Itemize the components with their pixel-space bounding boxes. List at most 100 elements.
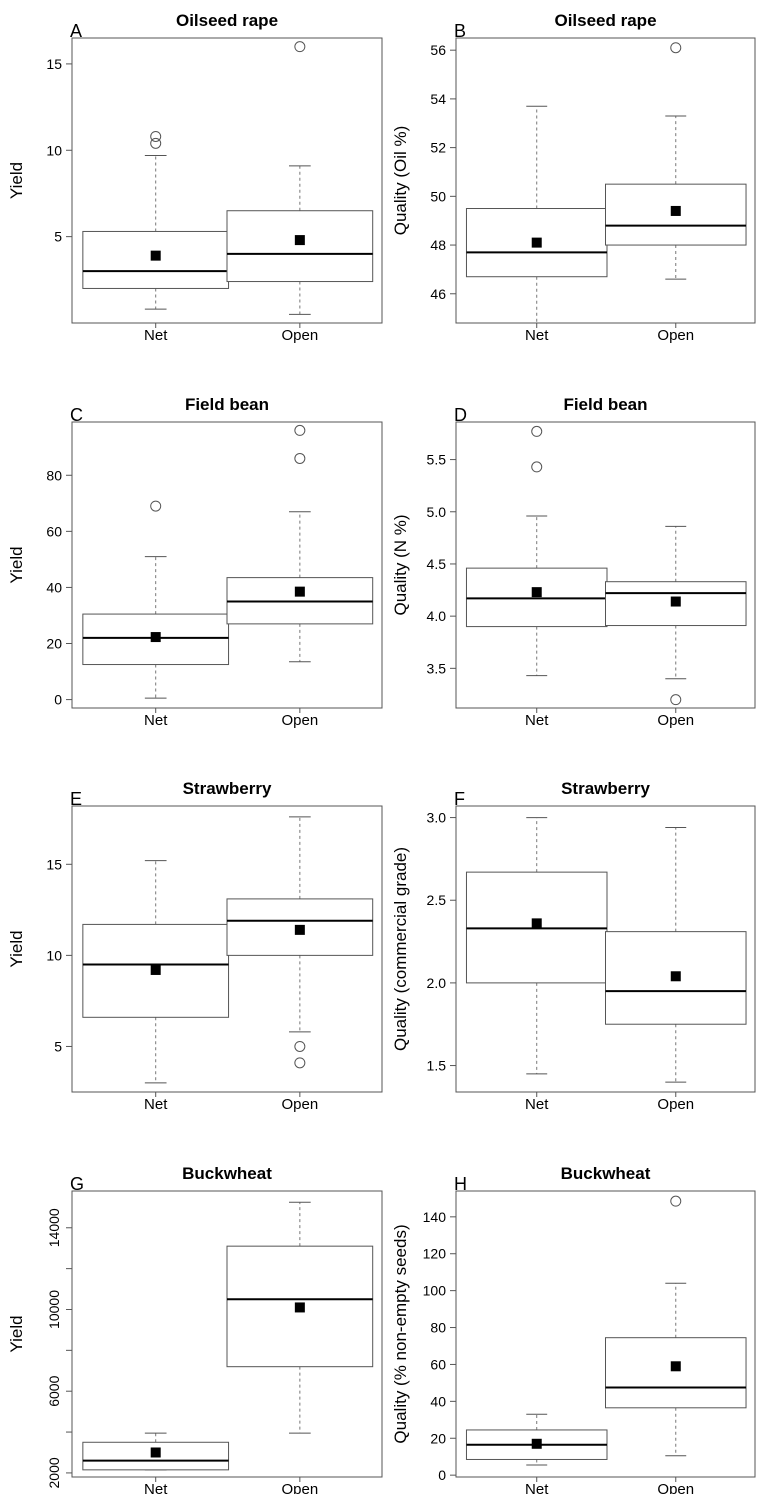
- outlier-point: [670, 42, 682, 54]
- y-tick-label: 15: [46, 56, 62, 72]
- x-tick-label: Net: [525, 327, 549, 344]
- mean-marker: [670, 596, 681, 607]
- x-tick-label: Open: [281, 1481, 318, 1494]
- outlier-point: [150, 500, 162, 512]
- mean-marker: [294, 586, 305, 597]
- mean-marker: [670, 205, 681, 216]
- x-tick-label: Open: [657, 712, 694, 729]
- outlier-point: [150, 137, 162, 149]
- box-open: [226, 41, 374, 315]
- x-tick-label: Open: [281, 327, 318, 344]
- y-tick-label: 3.5: [427, 660, 447, 676]
- panel-label: F: [454, 789, 465, 809]
- box-net: [465, 1413, 608, 1466]
- box-net: [82, 500, 230, 699]
- y-axis-label: Yield: [7, 1315, 26, 1352]
- y-tick-label: 0: [438, 1467, 446, 1483]
- y-tick-label: 10000: [46, 1290, 62, 1329]
- outlier-point: [294, 1040, 306, 1052]
- iqr-box: [605, 1337, 747, 1409]
- outlier-point: [150, 130, 162, 142]
- y-tick-label: 5.0: [427, 504, 447, 520]
- chart-panel-e: E Strawberry Yield 5 10 15 Net Open: [7, 779, 383, 1113]
- y-tick-label: 3.0: [427, 810, 447, 826]
- y-axis-label: Yield: [7, 162, 26, 199]
- box-open: [226, 1201, 374, 1434]
- box-net: [465, 425, 608, 677]
- mean-marker: [531, 237, 542, 248]
- mean-marker: [150, 250, 161, 261]
- iqr-box: [465, 567, 608, 628]
- mean-marker: [150, 964, 161, 975]
- mean-marker: [150, 1447, 161, 1458]
- panel-label: H: [454, 1174, 467, 1194]
- chart-panel-b: B Oilseed rape Quality (Oil %) 46 48 50 52 54 56…: [391, 11, 756, 344]
- chart-panel-d: D Field bean Quality (N %) 3.5 4.0 4.5 5.0 5.5 N…: [391, 395, 756, 729]
- chart-title: Field bean: [185, 395, 269, 414]
- y-tick-label: 80: [46, 467, 62, 483]
- y-tick-label: 40: [46, 579, 62, 595]
- mean-marker: [531, 918, 542, 929]
- mean-marker: [531, 1438, 542, 1449]
- y-tick-label: 100: [423, 1283, 447, 1299]
- y-tick-label: 2000: [46, 1457, 62, 1488]
- x-tick-label: Open: [657, 1481, 694, 1494]
- y-tick-label: 60: [430, 1356, 446, 1372]
- chart-title: Oilseed rape: [554, 11, 656, 30]
- mean-marker: [150, 632, 161, 643]
- mean-marker: [294, 235, 305, 246]
- box-open: [605, 42, 747, 280]
- box-net: [82, 860, 230, 1084]
- y-tick-label: 4.0: [427, 608, 447, 624]
- box-open: [605, 826, 747, 1083]
- y-tick-label: 14000: [46, 1208, 62, 1247]
- panel-label: D: [454, 405, 467, 425]
- y-tick-label: 52: [430, 140, 446, 156]
- chart-title: Field bean: [563, 395, 647, 414]
- box-net: [465, 105, 608, 324]
- y-tick-label: 10: [46, 947, 62, 963]
- y-tick-label: 2.5: [427, 892, 447, 908]
- y-tick-label: 2.0: [427, 975, 447, 991]
- chart-panel-g: G Buckwheat Yield 2000 6000 10000 14000 Net Open: [7, 1164, 383, 1494]
- x-tick-label: Net: [525, 1096, 549, 1113]
- y-tick-label: 80: [430, 1320, 446, 1336]
- y-tick-label: 50: [430, 188, 446, 204]
- panel-label: E: [70, 789, 82, 809]
- iqr-box: [465, 208, 608, 278]
- mean-marker: [294, 924, 305, 935]
- x-tick-label: Open: [281, 1096, 318, 1113]
- x-tick-label: Net: [525, 1481, 549, 1494]
- box-open: [226, 424, 374, 663]
- panel-label: G: [70, 1174, 84, 1194]
- iqr-box: [226, 1245, 374, 1368]
- box-open: [605, 1195, 747, 1457]
- plot-frame: [71, 37, 383, 324]
- outlier-point: [294, 41, 306, 53]
- x-tick-label: Open: [657, 1096, 694, 1113]
- x-tick-label: Net: [144, 1096, 168, 1113]
- plot-frame: [71, 805, 383, 1093]
- chart-panel-f: F Strawberry Quality (commercial grade) 1.5…: [391, 779, 756, 1113]
- y-tick-label: 56: [430, 42, 446, 58]
- panel-label: A: [70, 21, 82, 41]
- box-net: [82, 1432, 230, 1471]
- x-tick-label: Net: [525, 712, 549, 729]
- y-axis-label: Quality (commercial grade): [391, 847, 410, 1051]
- chart-title: Strawberry: [183, 779, 272, 798]
- y-tick-label: 0: [54, 692, 62, 708]
- plot-frame: [455, 421, 756, 709]
- y-tick-label: 10: [46, 142, 62, 158]
- iqr-box: [226, 210, 374, 283]
- box-net: [82, 130, 230, 310]
- chart-panel-h: H Buckwheat Quality (% non-empty seeds) 0 20…: [391, 1164, 756, 1494]
- y-tick-label: 4.5: [427, 556, 447, 572]
- y-tick-label: 15: [46, 856, 62, 872]
- y-tick-label: 140: [423, 1209, 447, 1225]
- y-axis-label: Quality (Oil %): [391, 126, 410, 236]
- y-tick-label: 1.5: [427, 1058, 447, 1074]
- y-tick-label: 5.5: [427, 452, 447, 468]
- y-tick-label: 48: [430, 237, 446, 253]
- y-tick-label: 40: [430, 1393, 446, 1409]
